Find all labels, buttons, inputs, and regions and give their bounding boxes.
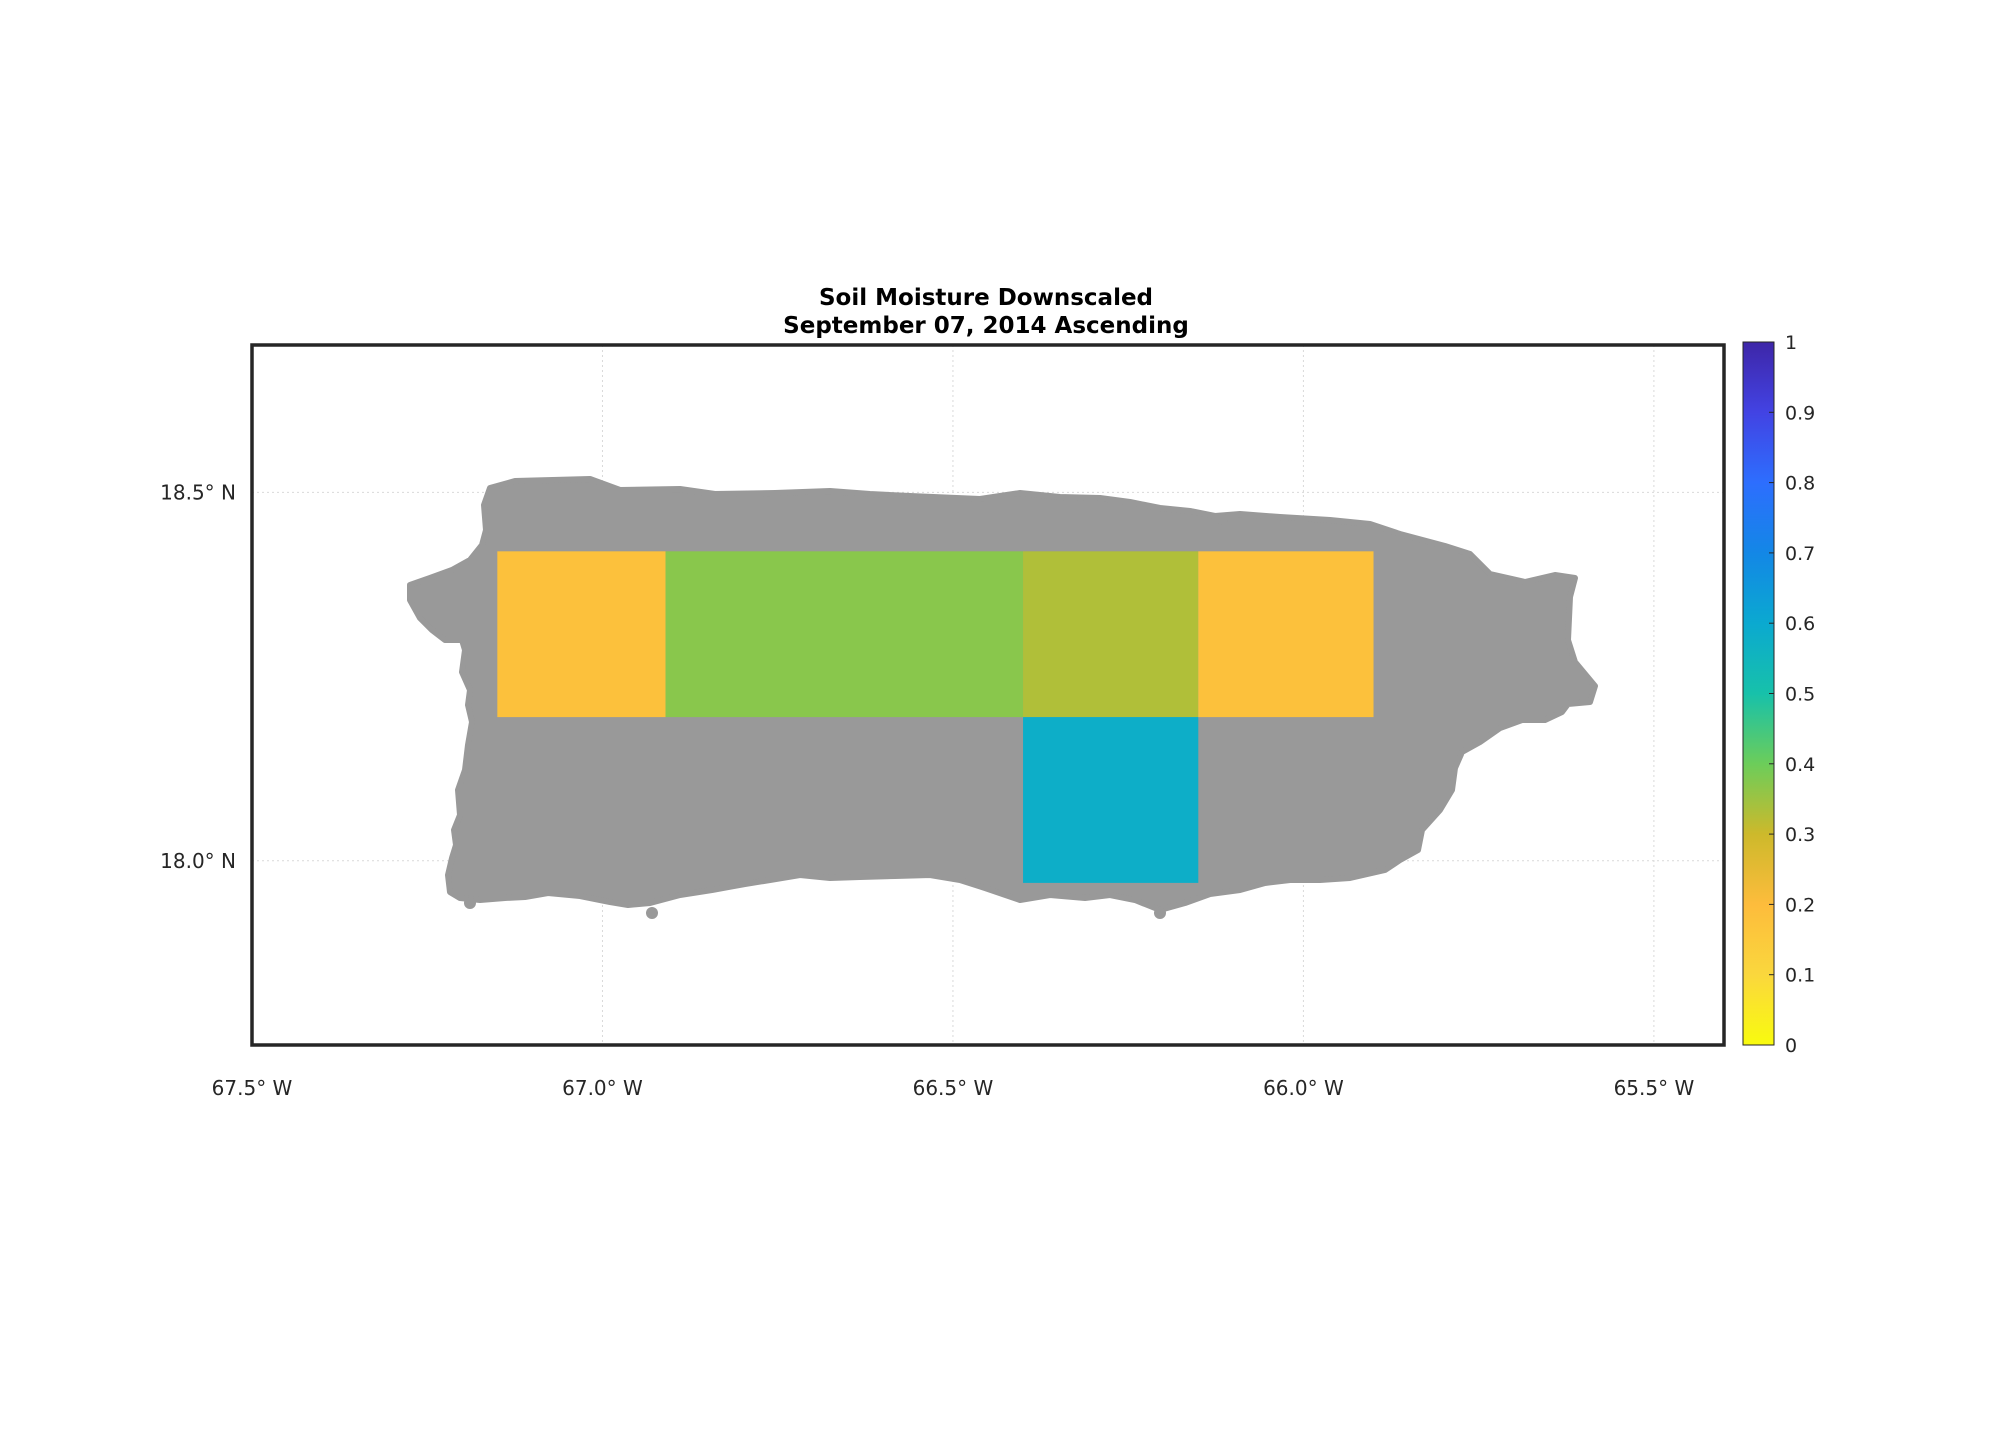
- island-dot: [646, 907, 658, 919]
- lat-tick-label: 18.0° N: [160, 849, 236, 873]
- lon-tick-label: 67.5° W: [212, 1076, 293, 1100]
- tile-central-west: [665, 551, 1024, 718]
- colorbar-tick-label: 0.9: [1785, 402, 1815, 424]
- soil-moisture-tiles: [497, 551, 1374, 883]
- colorbar-ramp: [1742, 341, 1775, 1046]
- lon-tick-label: 65.5° W: [1614, 1076, 1695, 1100]
- map-axes: 67.5° W 67.0° W 66.5° W 66.0° W 65.5° W 18.5…: [160, 343, 1726, 1100]
- colorbar-ticks: 0 0.1 0.2 0.3 0.4 0.5 0.6 0.7 0.8 0.9 1: [1769, 332, 1815, 1057]
- island-dot: [1154, 907, 1166, 919]
- map-frame: [250, 343, 1726, 1047]
- colorbar-tick-label: 0.7: [1785, 543, 1815, 565]
- colorbar-tick-label: 0.5: [1785, 684, 1815, 706]
- map-title-line2: September 07, 2014 Ascending: [783, 313, 1189, 339]
- colorbar: 0 0.1 0.2 0.3 0.4 0.5 0.6 0.7 0.8 0.9 1: [1742, 332, 1815, 1057]
- map-title-line1: Soil Moisture Downscaled: [819, 285, 1153, 311]
- colorbar-tick-label: 1: [1785, 332, 1797, 354]
- lat-tick-label: 18.5° N: [160, 480, 236, 504]
- island-dot: [464, 897, 476, 909]
- colorbar-tick-label: 0.4: [1785, 754, 1815, 776]
- colorbar-tick-label: 0.3: [1785, 824, 1815, 846]
- colorbar-tick-label: 0: [1785, 1035, 1797, 1057]
- colorbar-tick-label: 0.2: [1785, 894, 1815, 916]
- tile-central-east: [1023, 551, 1199, 718]
- tile-south-central: [1023, 717, 1199, 883]
- colorbar-tick-label: 0.1: [1785, 965, 1815, 987]
- colorbar-tick-label: 0.6: [1785, 613, 1815, 635]
- lon-tick-label: 66.5° W: [913, 1076, 994, 1100]
- tile-west: [497, 551, 666, 718]
- colorbar-tick-label: 0.8: [1785, 473, 1815, 495]
- island-dot: [1216, 513, 1228, 525]
- tile-east: [1198, 551, 1374, 718]
- lon-tick-label: 67.0° W: [562, 1076, 643, 1100]
- longitude-tick-labels: 67.5° W 67.0° W 66.5° W 66.0° W 65.5° W: [212, 1076, 1695, 1100]
- latitude-tick-labels: 18.5° N 18.0° N: [160, 480, 236, 872]
- lon-tick-label: 66.0° W: [1263, 1076, 1344, 1100]
